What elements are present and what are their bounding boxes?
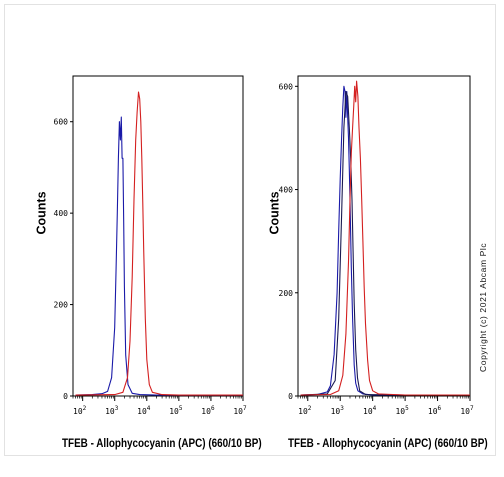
plot-2-series-3-line	[300, 80, 470, 396]
plot-1-y-tick-label: 400	[54, 209, 69, 218]
plot-2-y-tick-label: 400	[279, 186, 294, 195]
y-axis-label-left: Counts	[34, 191, 49, 235]
figure-border	[4, 4, 496, 456]
plot-1-x-tick-label: 106	[201, 405, 215, 416]
plot-1-frame	[72, 75, 244, 397]
plot-1-series-2-line	[75, 91, 243, 396]
plot-1-y-tick-label: 0	[63, 392, 68, 401]
plot-2-y-tick-label: 200	[279, 289, 294, 298]
x-axis-label-left: TFEB - Allophycocyanin (APC) (660/10 BP)	[62, 438, 262, 450]
plot-1-y-tick-label: 200	[54, 301, 69, 310]
plot-2-series-1-line	[300, 85, 470, 396]
plot-1-series-1-line	[75, 116, 243, 396]
x-axis-label-right: TFEB - Allophycocyanin (APC) (660/10 BP)	[288, 438, 488, 450]
plot-1-y-tick-label: 600	[54, 118, 69, 127]
plot-1-x-tick-label: 104	[137, 405, 151, 416]
plot-1-x-tick-label: 107	[233, 405, 247, 416]
plot-1-x-tick-label: 105	[169, 405, 183, 416]
copyright-notice: Copyright (c) 2021 Abcam Plc	[478, 242, 488, 372]
plot-1-x-tick-label: 103	[105, 405, 119, 416]
plot-2-x-tick-label: 106	[428, 405, 442, 416]
plot-2-x-tick-label: 104	[363, 405, 377, 416]
plot-2-y-tick-label: 600	[279, 82, 294, 91]
y-axis-label-right: Counts	[267, 191, 282, 235]
plot-2-x-tick-label: 107	[460, 405, 474, 416]
plot-1-x-tick-label: 102	[73, 405, 87, 416]
plot-2-x-tick-label: 105	[395, 405, 409, 416]
plot-2-x-tick-label: 103	[331, 405, 345, 416]
plot-2-x-tick-label: 102	[298, 405, 312, 416]
plot-2-frame	[297, 75, 471, 397]
plot-2-y-tick-label: 0	[288, 392, 293, 401]
plot-2-series-2-line	[300, 90, 470, 396]
